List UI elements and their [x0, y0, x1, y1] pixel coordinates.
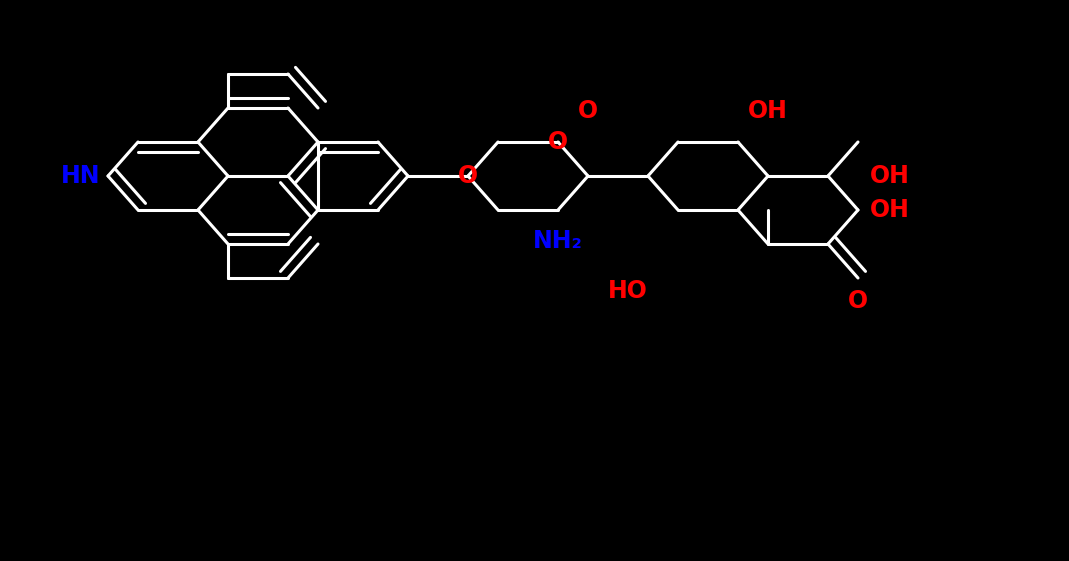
Text: O: O [848, 289, 868, 313]
Text: HN: HN [61, 164, 100, 188]
Text: HO: HO [608, 279, 648, 303]
Text: O: O [458, 164, 478, 188]
Text: OH: OH [870, 164, 910, 188]
Text: NH₂: NH₂ [533, 229, 583, 253]
Text: O: O [578, 99, 598, 123]
Text: OH: OH [748, 99, 788, 123]
Text: O: O [548, 130, 568, 154]
Text: OH: OH [870, 198, 910, 222]
